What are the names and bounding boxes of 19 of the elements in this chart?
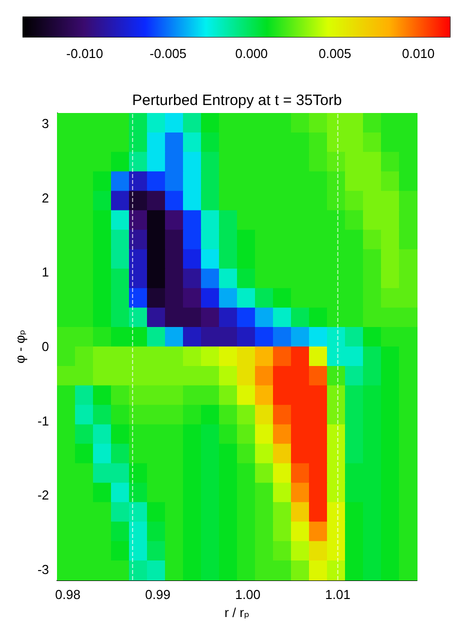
chart-title: Perturbed Entropy at t = 35Torb bbox=[132, 92, 342, 109]
y-axis-title: φ - φₚ bbox=[12, 330, 28, 364]
color-bar-label: 0.010 bbox=[402, 46, 435, 61]
y-tick-label: 3 bbox=[42, 116, 49, 132]
y-tick-label: 0 bbox=[42, 339, 49, 354]
x-tick-label: 0.99 bbox=[145, 587, 170, 602]
x-tick-label: 0.98 bbox=[55, 587, 80, 602]
y-tick-label: 2 bbox=[42, 190, 49, 206]
color-bar-label: 0.005 bbox=[318, 46, 352, 61]
x-axis-title: r / rₚ bbox=[224, 604, 250, 620]
x-tick-label: 1.01 bbox=[325, 587, 350, 602]
y-tick-label: -1 bbox=[37, 413, 49, 428]
y-tick-label: 1 bbox=[42, 264, 49, 280]
color-bar-label: -0.010 bbox=[66, 46, 104, 61]
x-tick-label: 1.00 bbox=[235, 587, 260, 602]
color-bar-label: -0.005 bbox=[150, 46, 187, 61]
y-tick-label: -2 bbox=[37, 488, 49, 503]
color-bar-label: 0.000 bbox=[235, 46, 268, 61]
y-tick-label: -3 bbox=[37, 562, 49, 577]
